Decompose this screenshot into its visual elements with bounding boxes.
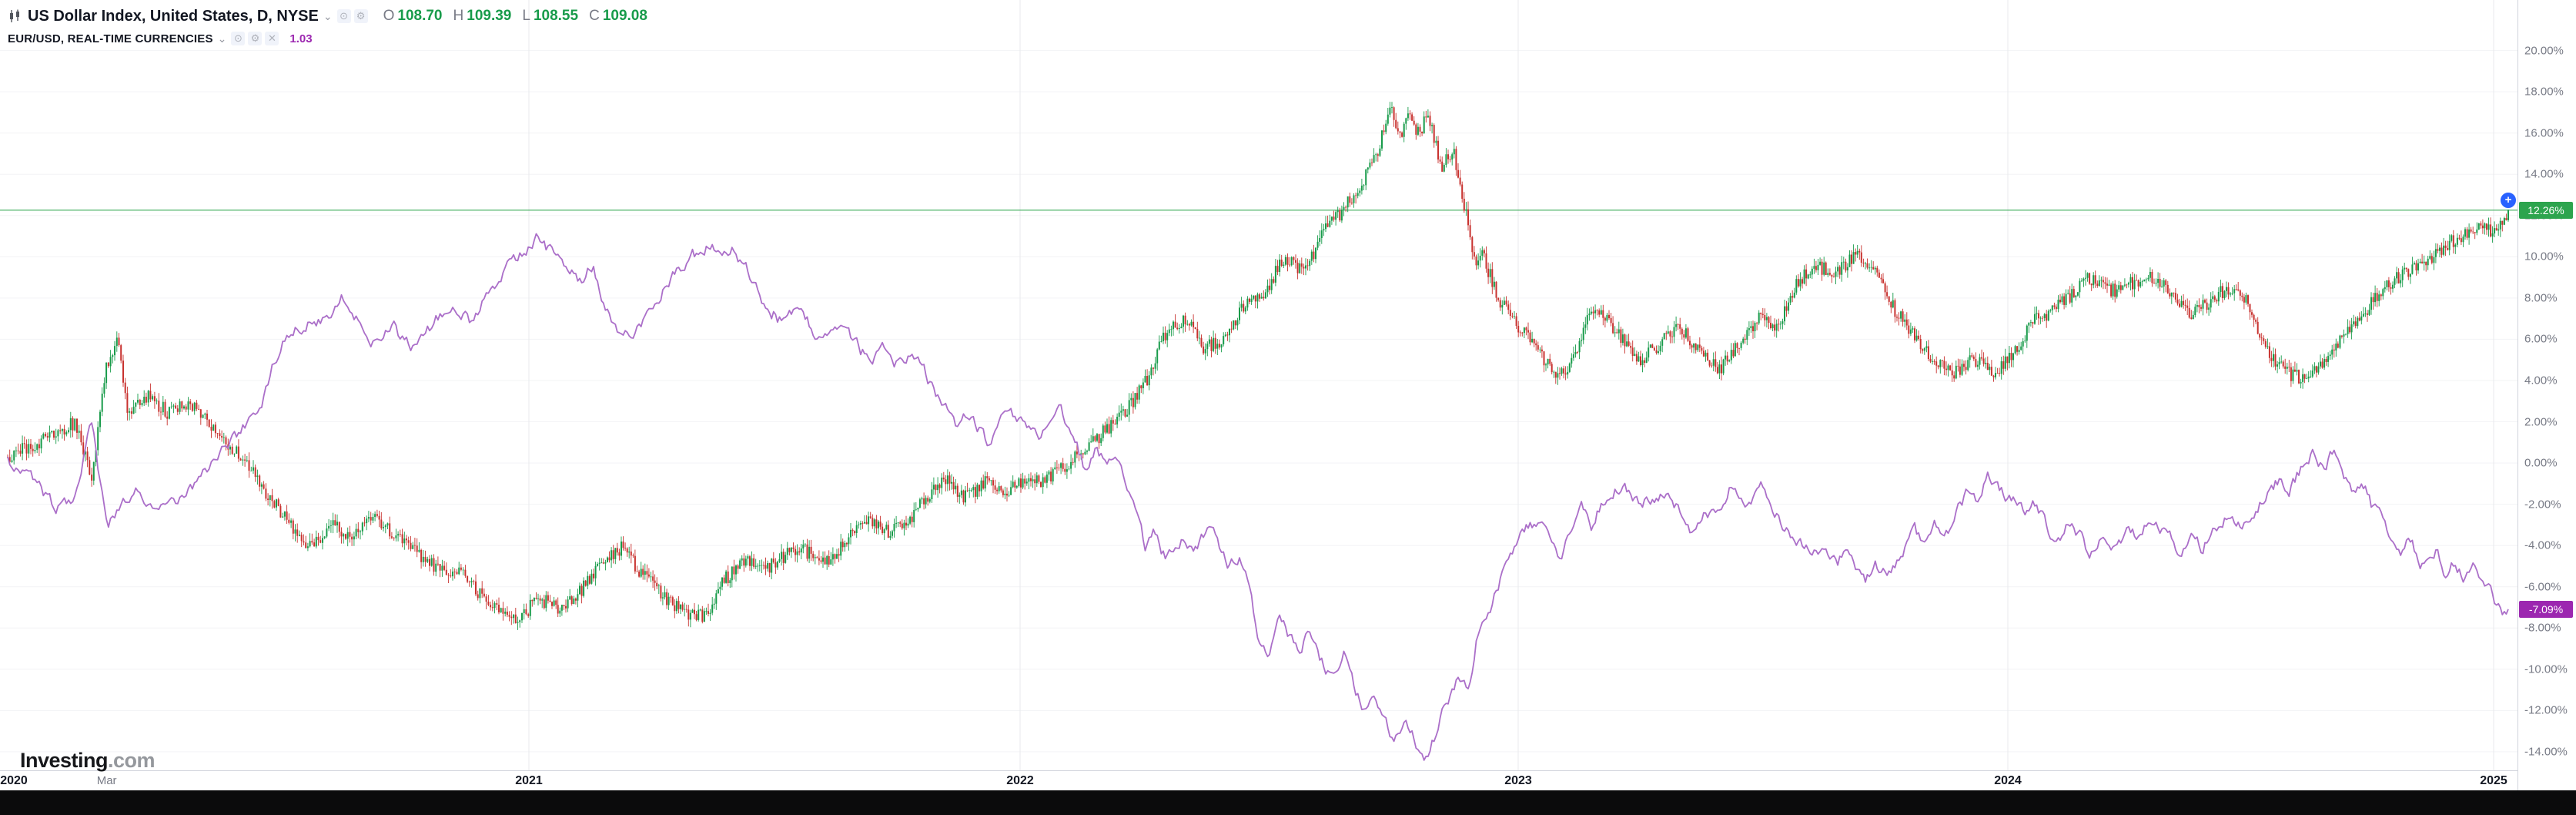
ohlc-close-value: 109.08 bbox=[602, 8, 647, 24]
symbol-legend-row: US Dollar Index, United States, D, NYSE … bbox=[8, 6, 658, 26]
ohlc-open: O 108.70 bbox=[383, 8, 443, 25]
candlestick-chart-icon bbox=[8, 9, 22, 23]
price-axis-label: -12.00% bbox=[2524, 703, 2568, 717]
price-axis-label: -4.00% bbox=[2524, 538, 2561, 552]
time-axis-label: 2022 bbox=[1006, 774, 1034, 787]
dxy-last-change-badge: 12.26% bbox=[2519, 201, 2573, 219]
symbol-title[interactable]: US Dollar Index, United States, D, NYSE bbox=[28, 7, 319, 25]
ohlc-open-label: O bbox=[383, 8, 395, 24]
add-alert-pin-icon[interactable]: + bbox=[2499, 190, 2517, 210]
legend: US Dollar Index, United States, D, NYSE … bbox=[8, 6, 658, 46]
time-axis-label: 2025 bbox=[2480, 774, 2507, 787]
horizontal-gridlines bbox=[0, 50, 2517, 753]
investing-logo-suffix: .com bbox=[108, 749, 156, 772]
compare-legend-row: EUR/USD, REAL-TIME CURRENCIES ⌄ ⊙ ⚙ ✕ 1.… bbox=[8, 31, 658, 46]
ohlc-low-label: L bbox=[522, 8, 530, 24]
eye-icon[interactable]: ⊙ bbox=[231, 32, 246, 45]
price-axis-label: 14.00% bbox=[2524, 167, 2564, 181]
price-axis-label: 0.00% bbox=[2524, 456, 2558, 470]
chevron-down-icon[interactable]: ⌄ bbox=[323, 9, 333, 22]
investing-logo-brand: Investing bbox=[20, 749, 109, 772]
price-axis-label: -10.00% bbox=[2524, 662, 2568, 676]
ohlc-high-value: 109.39 bbox=[467, 8, 512, 24]
gear-icon[interactable]: ⚙ bbox=[248, 32, 263, 45]
price-axis-label: 16.00% bbox=[2524, 126, 2564, 140]
time-axis-label: 2021 bbox=[515, 774, 543, 787]
eurusd-last-change-badge: -7.09% bbox=[2519, 600, 2573, 618]
dxy-down-wicks bbox=[7, 106, 2507, 627]
investing-logo[interactable]: Investing.com bbox=[20, 749, 156, 773]
bottom-bar bbox=[0, 790, 2576, 815]
price-axis-label: -2.00% bbox=[2524, 498, 2561, 511]
time-axis[interactable]: 2020 Mar 2021 2022 2023 2024 2025 bbox=[0, 770, 2576, 791]
price-axis-label: -14.00% bbox=[2524, 745, 2568, 759]
close-icon[interactable]: ✕ bbox=[265, 32, 279, 45]
price-axis-label: 8.00% bbox=[2524, 291, 2558, 305]
ohlc-high: H 109.39 bbox=[453, 8, 512, 25]
time-axis-label: 2020 bbox=[0, 774, 28, 787]
dxy-up-wicks bbox=[12, 102, 2509, 630]
vertical-gridlines bbox=[528, 0, 2494, 770]
price-axis-label: 10.00% bbox=[2524, 250, 2564, 263]
compare-symbol-title[interactable]: EUR/USD, REAL-TIME CURRENCIES bbox=[8, 32, 213, 45]
chevron-down-icon[interactable]: ⌄ bbox=[217, 32, 227, 45]
gear-icon[interactable]: ⚙ bbox=[353, 9, 368, 23]
ohlc-close: C 109.08 bbox=[589, 8, 647, 25]
price-axis-label: -8.00% bbox=[2524, 621, 2561, 635]
ohlc-close-label: C bbox=[589, 8, 600, 24]
price-axis-label: 18.00% bbox=[2524, 85, 2564, 99]
price-axis-label: 6.00% bbox=[2524, 332, 2558, 346]
price-axis-label: 2.00% bbox=[2524, 415, 2558, 429]
ohlc-values: O 108.70 H 109.39 L 108.55 C 109.08 bbox=[383, 8, 658, 25]
ohlc-low: L 108.55 bbox=[522, 8, 578, 25]
compare-symbol-value: 1.03 bbox=[289, 32, 313, 45]
ohlc-low-value: 108.55 bbox=[533, 8, 579, 24]
price-axis-label: -6.00% bbox=[2524, 580, 2561, 594]
time-axis-label: 2024 bbox=[1994, 774, 2022, 787]
time-axis-label: Mar bbox=[96, 774, 117, 787]
ohlc-open-value: 108.70 bbox=[397, 8, 443, 24]
eye-icon[interactable]: ⊙ bbox=[336, 9, 351, 23]
time-axis-label: 2023 bbox=[1504, 774, 1532, 787]
eurusd-line bbox=[7, 233, 2509, 761]
ohlc-high-label: H bbox=[453, 8, 464, 24]
price-axis-label: 20.00% bbox=[2524, 44, 2564, 58]
price-axis[interactable]: 20.00%18.00%16.00%14.00%12.00%10.00%8.00… bbox=[2517, 0, 2576, 790]
price-axis-label: 4.00% bbox=[2524, 374, 2558, 387]
